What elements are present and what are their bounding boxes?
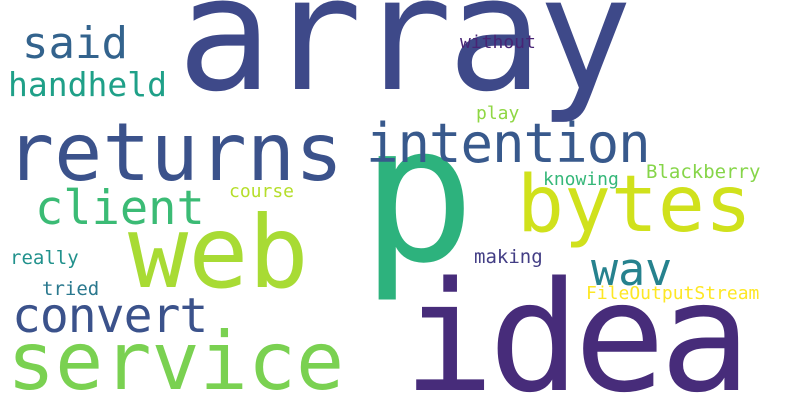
word-intention: intention [366,112,651,175]
word-fileoutputstream: FileOutputStream [586,283,760,304]
word-knowing: knowing [543,169,619,190]
word-array: array [177,0,633,127]
word-web: web [128,194,309,311]
word-service: service [7,315,345,400]
word-returns: returns [6,106,344,199]
word-without: without [460,32,536,53]
word-idea: idea [403,249,751,400]
word-p: p [361,84,476,305]
word-blackberry: Blackberry [646,161,761,183]
word-really: really [10,247,79,269]
word-bytes: bytes [517,160,752,250]
word-making: making [474,246,543,268]
word-handheld: handheld [8,65,167,104]
word-play: play [476,103,520,124]
word-convert: convert [12,288,208,344]
word-course: course [229,181,295,202]
word-said: said [22,18,128,69]
word-wav: wav [591,243,673,296]
word-tried: tried [42,278,100,300]
word-client: client [35,181,205,236]
